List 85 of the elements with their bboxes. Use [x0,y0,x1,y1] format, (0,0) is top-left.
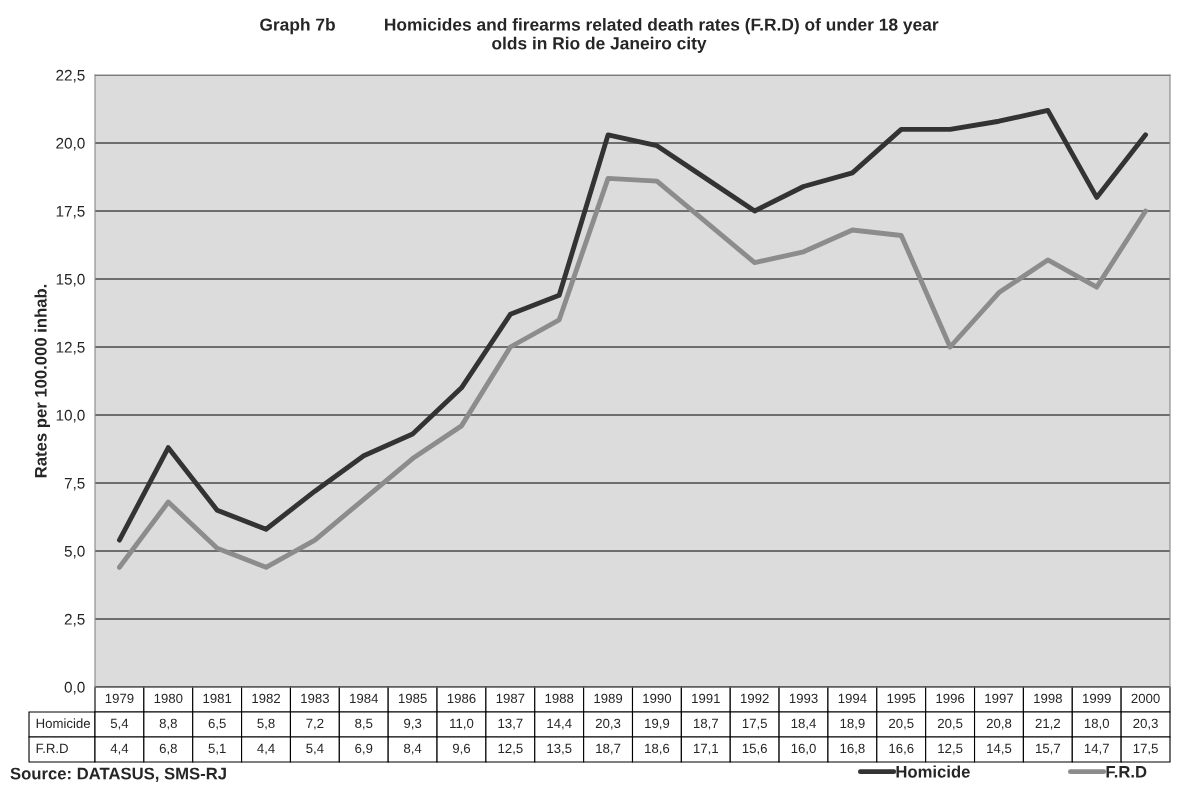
data-label: 7,2 [306,718,324,730]
x-tick-label: 1981 [203,693,232,704]
y-tick-label: 5,0 [64,545,85,559]
data-label: 20,5 [889,718,914,730]
y-tick-label: 2,5 [64,613,85,627]
data-label: 18,6 [645,743,670,755]
y-tick-label: 10,0 [56,409,85,423]
y-tick-label: 7,5 [64,478,85,491]
x-tick-label: 1991 [692,693,720,704]
data-label: 21,2 [1035,718,1061,730]
x-tick-label: 1980 [154,693,183,704]
data-label: 18,7 [596,743,621,755]
x-tick-label: 1994 [838,693,867,704]
y-tick-label: 17,5 [56,206,85,219]
data-label: 5,4 [306,743,324,755]
text: Homicide [36,718,91,729]
data-label: 8,4 [404,743,422,755]
data-label: 11,0 [450,718,474,730]
x-tick-label: 1985 [398,693,427,704]
data-label: 17,5 [1133,743,1158,755]
x-tick-label: 1993 [789,693,818,704]
data-label: 16,0 [791,743,816,755]
legend-label: Homicide [896,765,970,778]
y-tick-label: 12,5 [56,341,85,355]
data-label: 14,4 [547,718,572,730]
y-tick-label: 0,0 [64,681,85,695]
data-label: 5,1 [208,743,226,755]
x-tick-label: 1990 [643,693,672,704]
data-label: 15,7 [1036,743,1061,755]
data-label: 16,6 [889,743,914,755]
data-label: 20,3 [595,718,621,730]
x-tick-label: 1999 [1083,693,1111,704]
data-label: 17,5 [742,718,767,730]
x-tick-label: 1996 [936,693,965,704]
data-label: 6,5 [208,718,226,730]
y-tick-label: 22,5 [56,69,85,83]
data-label: 16,8 [840,743,865,755]
x-tick-label: 1979 [105,693,134,704]
data-label: 20,8 [986,718,1012,730]
data-label: 13,5 [547,743,572,755]
data-label: 20,3 [1133,718,1158,730]
y-tick-label: 15,0 [56,273,85,287]
data-label: 19,9 [645,718,670,730]
x-tick-label: 1982 [252,693,281,704]
x-tick-label: 1998 [1034,693,1062,704]
x-tick-label: 1986 [447,693,476,704]
data-label: 4,4 [257,743,275,755]
data-label: 18,9 [840,718,865,730]
x-tick-label: 2000 [1131,693,1160,704]
data-label: 12,5 [498,743,523,755]
x-tick-label: 1988 [545,693,574,704]
data-label: 14,7 [1084,743,1109,755]
data-label: 5,8 [257,718,275,730]
data-label: 17,1 [693,743,718,755]
text: F.R.D [36,743,68,753]
x-tick-label: 1983 [301,693,329,704]
y-axis-title: Rates per 100.000 inhab. [34,284,50,478]
source-note: Source: DATASUS, SMS-RJ [10,767,226,782]
line-series [117,175,1148,570]
data-label: 6,8 [159,743,177,755]
x-tick-label: 1997 [985,693,1013,704]
data-label: 12,5 [938,743,963,755]
data-label: 14,5 [987,743,1012,755]
x-tick-label: 1992 [740,693,769,704]
data-label: 15,6 [742,743,767,755]
data-label: 8,8 [159,718,177,730]
chart-title: Graph 7b Homicides and firearms related death rates (F.R.D) of under 18 year olds in Rio de Janeiro city [260,18,939,53]
data-label: 20,5 [937,718,963,730]
legend-label: F.R.D [1106,766,1147,778]
data-label: 9,3 [404,718,422,730]
x-tick-label: 1984 [350,693,379,704]
line-series [117,107,1148,543]
y-tick-label: 20,0 [56,137,85,151]
data-label: 18,0 [1084,718,1110,730]
data-label: 5,4 [110,718,129,730]
data-label: 9,6 [452,743,471,755]
data-label: 13,7 [498,718,523,730]
data-label: 4,4 [110,743,129,755]
x-tick-label: 1995 [887,693,916,704]
data-label: 8,5 [355,718,373,730]
data-label: 6,9 [355,743,373,755]
x-tick-label: 1989 [594,693,623,704]
data-label: 18,7 [693,718,718,730]
data-label: 18,4 [791,718,816,730]
x-tick-label: 1987 [496,693,525,704]
